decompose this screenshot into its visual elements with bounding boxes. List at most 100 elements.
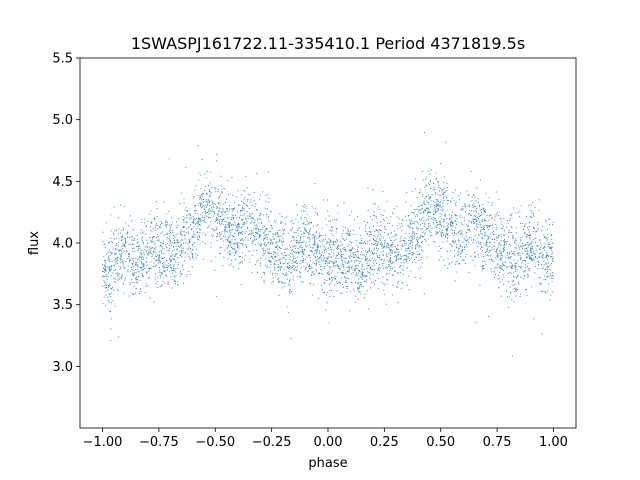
data-point	[184, 226, 186, 228]
data-point	[182, 225, 184, 227]
data-point	[484, 211, 487, 213]
data-point	[191, 237, 193, 239]
data-point	[369, 259, 371, 262]
data-point	[405, 233, 407, 235]
data-point	[171, 242, 174, 244]
data-point	[446, 200, 448, 202]
data-point	[199, 224, 201, 226]
data-point	[209, 182, 211, 184]
data-point	[373, 269, 375, 271]
data-point	[295, 232, 297, 234]
data-point	[227, 179, 229, 182]
data-point	[529, 256, 531, 258]
data-point	[366, 243, 368, 245]
data-point	[333, 262, 335, 264]
data-point	[233, 201, 235, 203]
data-point	[343, 286, 345, 288]
data-point	[155, 223, 157, 225]
data-point	[464, 203, 466, 205]
data-point	[203, 217, 205, 219]
data-point	[222, 203, 224, 205]
data-point	[473, 215, 476, 217]
data-point	[194, 189, 196, 191]
data-point	[428, 223, 430, 225]
data-point	[551, 253, 553, 255]
data-point	[264, 237, 266, 239]
data-point	[427, 218, 429, 220]
data-point	[473, 222, 475, 224]
data-point	[504, 249, 506, 251]
data-point	[302, 253, 304, 255]
data-point	[236, 245, 239, 247]
data-point	[298, 271, 300, 273]
data-point	[349, 310, 351, 312]
data-point	[130, 267, 133, 269]
data-point	[526, 244, 528, 246]
data-point	[215, 219, 218, 221]
data-point	[114, 278, 116, 280]
data-point	[332, 241, 334, 244]
data-point	[419, 191, 421, 193]
data-point	[487, 236, 489, 238]
data-point	[164, 274, 167, 276]
data-point	[439, 202, 441, 204]
data-point	[360, 239, 363, 242]
data-point	[512, 275, 514, 277]
data-point	[527, 251, 529, 253]
data-point	[158, 255, 160, 257]
data-point	[327, 242, 329, 244]
data-point	[172, 254, 174, 256]
data-point	[282, 233, 284, 235]
data-point	[395, 235, 397, 237]
data-point	[480, 232, 482, 234]
data-point	[356, 245, 358, 247]
data-point	[190, 228, 192, 230]
data-point	[531, 259, 533, 261]
data-point	[117, 262, 119, 264]
data-point	[252, 234, 254, 237]
data-point	[329, 240, 331, 242]
data-point	[192, 216, 194, 218]
data-point	[357, 251, 359, 253]
data-point	[347, 231, 349, 233]
data-point	[500, 265, 502, 267]
data-point	[124, 279, 126, 281]
data-point	[365, 276, 367, 278]
data-point	[440, 233, 442, 235]
data-point	[183, 231, 185, 233]
data-point	[549, 218, 551, 220]
data-point	[170, 261, 172, 263]
data-point	[290, 229, 292, 232]
data-point	[391, 294, 393, 296]
data-point	[438, 223, 440, 225]
data-point	[421, 241, 423, 243]
data-point	[135, 288, 137, 290]
data-point	[175, 234, 177, 236]
data-point	[469, 214, 472, 216]
data-point	[290, 253, 292, 255]
data-point	[328, 220, 330, 222]
data-point	[445, 141, 447, 143]
data-point	[135, 246, 138, 248]
data-point	[348, 233, 351, 235]
data-point	[333, 278, 335, 280]
data-point	[178, 218, 180, 220]
data-point	[307, 231, 309, 234]
data-point	[353, 290, 355, 292]
data-point	[170, 255, 172, 257]
data-point	[255, 236, 257, 238]
data-point	[111, 264, 113, 266]
data-point	[267, 194, 269, 196]
data-point	[104, 287, 106, 289]
data-point	[513, 265, 516, 267]
data-point	[350, 253, 352, 255]
data-point	[176, 240, 179, 242]
data-point	[382, 267, 384, 269]
data-point	[450, 201, 452, 203]
data-point	[309, 229, 311, 231]
data-point	[346, 257, 348, 259]
data-point	[153, 217, 155, 219]
data-point	[124, 205, 126, 207]
data-point	[263, 282, 265, 284]
data-point	[499, 250, 501, 252]
